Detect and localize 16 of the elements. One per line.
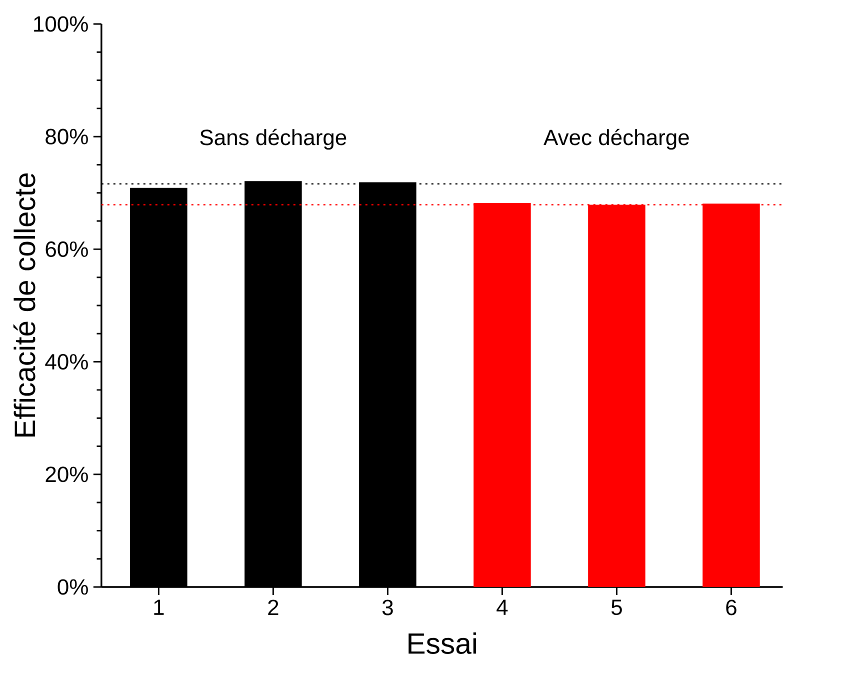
y-tick-label: 80% <box>46 128 88 144</box>
y-tick-label: 20% <box>46 466 88 482</box>
y-tick-label: 0% <box>58 579 88 595</box>
y-tick-label: 60% <box>46 241 88 257</box>
x-axis-title: Essai <box>408 632 476 654</box>
x-tick-label: 6 <box>726 600 736 616</box>
x-tick-label: 2 <box>268 600 278 616</box>
y-tick-label: 40% <box>45 354 88 370</box>
x-tick-label: 5 <box>611 600 622 616</box>
annotation: Sans décharge <box>200 128 346 150</box>
x-tick-label: 4 <box>496 600 508 615</box>
x-tick-label: 1 <box>154 600 164 615</box>
y-axis-title: Efficacité de collecte <box>13 173 36 437</box>
x-tick-label: 3 <box>382 600 393 616</box>
y-tick-label: 100% <box>34 16 88 32</box>
annotation: Avec décharge <box>544 128 689 150</box>
